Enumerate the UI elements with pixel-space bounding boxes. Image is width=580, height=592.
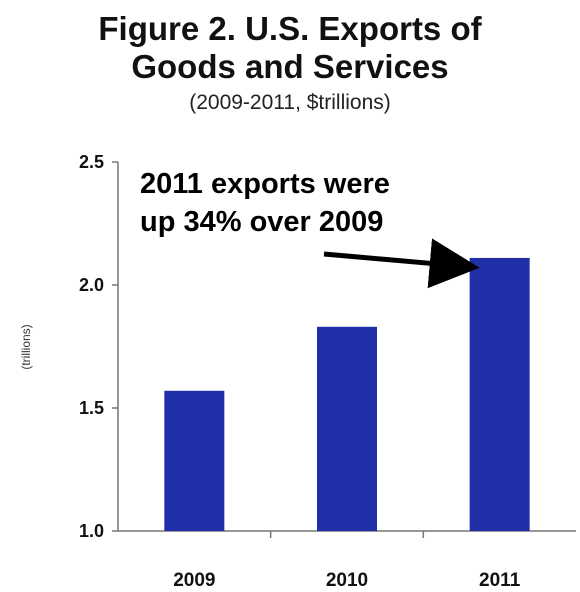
y-axis-label: (trillions) [19, 324, 33, 369]
annotation-line-2: up 34% over 2009 [140, 206, 383, 238]
bar-2010 [317, 326, 377, 531]
bar-2009 [164, 390, 225, 531]
x-category-label: 2009 [173, 570, 215, 591]
y-tick-label: 1.5 [79, 398, 104, 418]
annotation-line-1: 2011 exports were [140, 168, 390, 200]
annotation-arrow [323, 238, 480, 289]
bar-2011 [469, 257, 530, 531]
y-tick-label: 2.5 [79, 152, 104, 172]
chart-title-line-2: Goods and Services [131, 48, 449, 85]
y-tick-label: 2.0 [79, 275, 104, 295]
y-tick-label: 1.0 [79, 521, 104, 541]
x-category-label: 2011 [479, 570, 521, 591]
chart-labels: 1.0 1.5 2.0 2.5 (trillions) 2009 2010 2011 [19, 152, 521, 591]
chart-title-line-1: Figure 2. U.S. Exports of [98, 10, 482, 47]
chart-title-block: Figure 2. U.S. Exports of Goods and Serv… [0, 10, 580, 116]
chart-subtitle: (2009-2011, $trillions) [189, 91, 391, 114]
chart-bars [164, 257, 530, 531]
x-category-label: 2010 [326, 570, 368, 591]
chart-annotation: 2011 exports were up 34% over 2009 [140, 168, 480, 289]
